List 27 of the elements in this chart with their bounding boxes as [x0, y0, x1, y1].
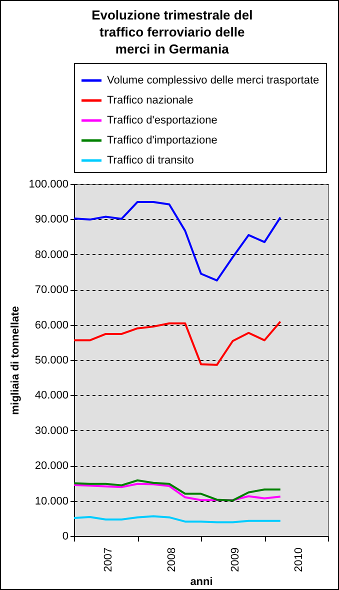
y-tick-label: 50.000	[34, 354, 68, 366]
x-tick-label: 2008	[166, 548, 178, 572]
y-tick-label: 60.000	[34, 319, 68, 332]
line-series	[73, 320, 282, 366]
y-tick-label: 10.000	[34, 495, 68, 508]
legend-label: Volume complessivo delle merci trasportate	[107, 74, 320, 86]
y-tick-label: 40.000	[34, 390, 68, 402]
y-tick-label: 100.000	[28, 178, 68, 190]
chart-title: Evoluzione trimestrale del traffico ferroviario delle merci in Germania	[92, 8, 253, 56]
y-tick-label: 80.000	[34, 248, 68, 261]
x-tick-label: 2009	[229, 548, 242, 572]
x-tick-label: 2010	[292, 548, 305, 572]
y-tick-label: 70.000	[34, 284, 68, 296]
y-tick-label: 30.000	[34, 424, 68, 437]
line-series	[73, 200, 282, 282]
legend-label: Traffico d'esportazione	[107, 114, 218, 126]
legend-label: Traffico di transito	[107, 154, 194, 166]
legend-label: Traffico d'importazione	[107, 134, 218, 146]
y-tick-label: 90.000	[34, 214, 68, 226]
x-tick-label: 2007	[102, 548, 114, 572]
line-series	[73, 482, 282, 502]
y-tick-label: 20.000	[34, 460, 68, 472]
line-series	[73, 479, 282, 502]
x-axis-title: anni	[190, 576, 213, 588]
y-tick-label: 0	[62, 530, 68, 542]
legend-label: Traffico nazionale	[107, 94, 194, 106]
y-axis-title: migliaia di tonnellate	[10, 306, 22, 415]
